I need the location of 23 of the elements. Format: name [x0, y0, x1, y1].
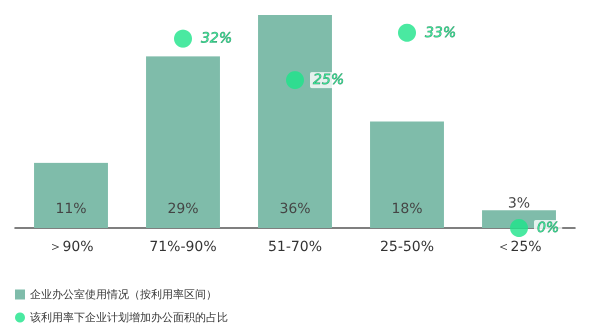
point	[398, 24, 416, 42]
data-label: 25%	[313, 72, 344, 88]
x-tick-label: 71%-90%	[149, 239, 217, 255]
x-tick-label: 25-50%	[380, 239, 434, 255]
x-tick-label: 51-70%	[268, 239, 322, 255]
data-label: 29%	[167, 201, 199, 217]
data-label: 32%	[201, 30, 232, 47]
x-tick-label: ＜25%	[496, 239, 542, 255]
bar	[34, 162, 108, 228]
data-label: 11%	[55, 201, 87, 217]
point	[286, 71, 304, 90]
bar	[146, 56, 220, 228]
data-label: 36%	[279, 201, 311, 217]
data-label: 18%	[391, 201, 423, 217]
point	[174, 30, 192, 48]
bar	[370, 122, 444, 228]
data-label: 0%	[537, 220, 560, 236]
data-label: 3%	[508, 195, 530, 212]
legend-label: 该利用率下企业计划增加办公面积的占比	[30, 311, 228, 324]
data-label: 33%	[425, 24, 456, 41]
legend-label: 企业办公室使用情况（按利用率区间）	[30, 288, 217, 301]
point	[510, 219, 528, 237]
x-tick-label: ＞90%	[48, 239, 94, 255]
